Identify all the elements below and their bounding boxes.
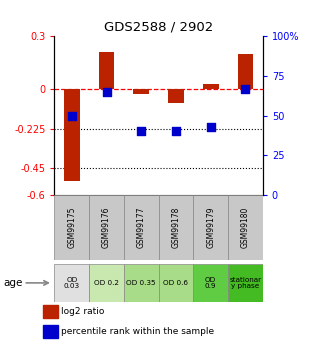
Bar — [43, 305, 58, 318]
Bar — [133, 89, 149, 95]
Point — [243, 86, 248, 91]
Text: GSM99178: GSM99178 — [171, 207, 180, 248]
Bar — [43, 325, 58, 337]
Text: OD 0.6: OD 0.6 — [164, 280, 188, 286]
Bar — [54, 264, 89, 302]
Text: GSM99177: GSM99177 — [137, 207, 146, 248]
Point — [69, 113, 74, 118]
Bar — [238, 54, 253, 89]
Text: GSM99180: GSM99180 — [241, 207, 250, 248]
Bar — [168, 89, 184, 103]
Text: log2 ratio: log2 ratio — [61, 307, 104, 316]
Point — [104, 89, 109, 95]
Bar — [54, 195, 89, 260]
Text: age: age — [3, 278, 22, 288]
Text: OD
0.9: OD 0.9 — [205, 277, 216, 289]
Text: GSM99176: GSM99176 — [102, 207, 111, 248]
Text: OD 0.35: OD 0.35 — [127, 280, 156, 286]
Bar — [203, 84, 219, 89]
Bar — [193, 264, 228, 302]
Bar — [159, 264, 193, 302]
Text: stationar
y phase: stationar y phase — [230, 277, 262, 289]
Text: OD
0.03: OD 0.03 — [64, 277, 80, 289]
Bar — [89, 195, 124, 260]
Point — [139, 129, 144, 134]
Bar — [228, 264, 263, 302]
Point — [208, 124, 213, 129]
Text: OD 0.2: OD 0.2 — [94, 280, 119, 286]
Bar — [64, 89, 80, 181]
Bar — [124, 264, 159, 302]
Title: GDS2588 / 2902: GDS2588 / 2902 — [104, 21, 213, 34]
Text: GSM99179: GSM99179 — [206, 207, 215, 248]
Bar — [228, 195, 263, 260]
Text: GSM99175: GSM99175 — [67, 207, 76, 248]
Bar — [159, 195, 193, 260]
Bar — [124, 195, 159, 260]
Bar — [193, 195, 228, 260]
Text: percentile rank within the sample: percentile rank within the sample — [61, 327, 214, 336]
Bar — [99, 52, 114, 89]
Point — [174, 129, 179, 134]
Bar — [89, 264, 124, 302]
